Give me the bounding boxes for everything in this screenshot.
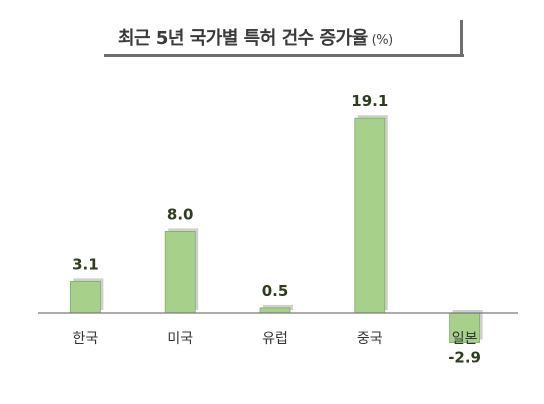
- chart-title: 최근 5년 국가별 특허 건수 증가율 (%): [118, 24, 393, 50]
- title-rule-vertical: [460, 20, 463, 54]
- category-label: 중국: [357, 331, 383, 347]
- category-label: 유럽: [262, 331, 288, 347]
- bar-shadow: [263, 304, 293, 310]
- title-rule-horizontal: [104, 54, 464, 57]
- bar-3: [259, 307, 291, 314]
- chart-title-text: 최근 5년 국가별 특허 건수 증가율: [118, 28, 368, 49]
- category-label: 한국: [73, 331, 99, 347]
- chart-title-unit: (%): [371, 33, 394, 48]
- chart-title-box: 최근 5년 국가별 특허 건수 증가율 (%): [104, 14, 468, 60]
- bar-4: [354, 117, 386, 314]
- value-label: 19.1: [351, 92, 388, 110]
- value-labels: 3.1 8.0 0.5 19.1 -2.9: [72, 92, 481, 366]
- value-label: 0.5: [262, 282, 289, 300]
- category-label: 미국: [167, 331, 193, 347]
- bar-1: [70, 280, 101, 314]
- value-label: -2.9: [448, 349, 481, 367]
- bar-shadows: [73, 115, 483, 340]
- value-label: 8.0: [167, 205, 194, 223]
- bar-2: [164, 230, 196, 314]
- category-labels: 한국 미국 유럽 중국 일본: [73, 331, 478, 347]
- bars: [70, 117, 481, 343]
- category-label: 일본: [452, 331, 478, 347]
- value-label: 3.1: [72, 255, 99, 273]
